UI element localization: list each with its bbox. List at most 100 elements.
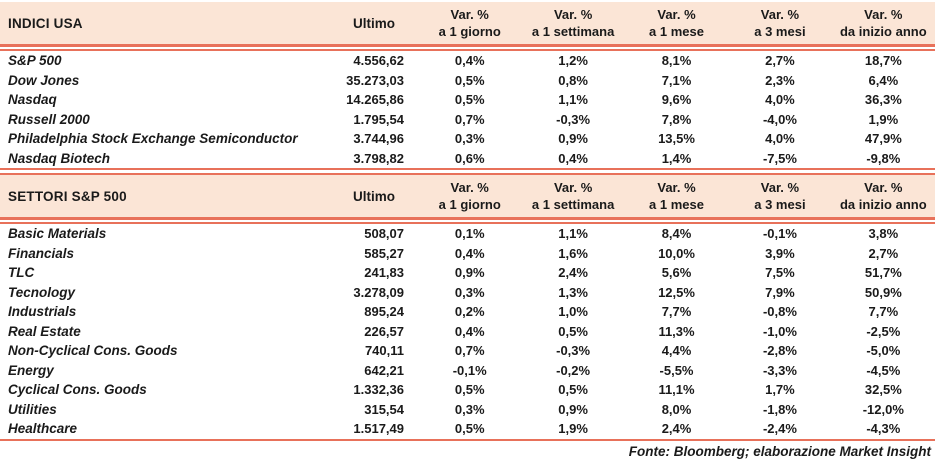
table-row: Cyclical Cons. Goods 1.332,36 0,5% 0,5% … [0, 380, 935, 400]
var-inizio-anno-value: -2,5% [866, 323, 901, 339]
var-1-settimana-value: 2,4% [558, 265, 588, 281]
index-name: Nasdaq Biotech [8, 150, 111, 166]
var-inizio-anno-value: 47,9% [864, 131, 902, 147]
col-header-var: Var. % a 1 settimana [521, 2, 624, 44]
ultimo-value: 3.278,09 [353, 284, 404, 300]
var-1-mese-value: -5,5% [659, 362, 694, 378]
var-1-giorno-value: 0,7% [454, 343, 485, 359]
col-header-var-line1: Var. % [657, 7, 696, 22]
var-inizio-anno-value: 36,3% [864, 92, 902, 108]
ultimo-value: 241,83 [364, 265, 404, 281]
var-inizio-anno-value: -5,0% [866, 343, 901, 359]
var-1-settimana-value: -0,3% [556, 343, 591, 359]
col-header-var-line1: Var. % [864, 180, 903, 195]
var-1-giorno-value: 0,7% [454, 111, 485, 127]
col-header-var-line2: a 1 mese [649, 197, 704, 212]
var-1-settimana-value: 1,0% [558, 304, 588, 320]
var-1-settimana-value: 1,6% [558, 245, 588, 261]
header-rule-thin [0, 222, 935, 224]
table-row: Russell 2000 1.795,54 0,7% -0,3% 7,8% -4… [0, 110, 935, 130]
var-1-giorno-value: 0,3% [454, 131, 485, 147]
var-1-mese-value: 8,4% [661, 226, 692, 242]
col-header-var-line1: Var. % [553, 180, 593, 195]
var-1-giorno-value: 0,6% [454, 150, 485, 166]
var-3-mesi-value: -3,3% [762, 362, 797, 378]
source-note: Fonte: Bloomberg; elaborazione Market In… [628, 443, 931, 459]
ultimo-value: 895,24 [364, 304, 404, 320]
sector-name: Non-Cyclical Cons. Goods [8, 343, 178, 359]
table-title-settori: SETTORI S&P 500 [8, 188, 127, 204]
ultimo-value: 1.795,54 [353, 111, 404, 127]
var-1-settimana-value: 1,3% [558, 284, 588, 300]
var-3-mesi-value: 7,5% [765, 265, 795, 281]
index-name: Nasdaq [8, 92, 57, 108]
var-inizio-anno-value: -4,5% [866, 362, 901, 378]
var-1-giorno-value: 0,9% [454, 265, 485, 281]
table-settori-rows: Basic Materials 508,07 0,1% 1,1% 8,4% -0… [0, 224, 935, 439]
var-3-mesi-value: 2,7% [765, 53, 795, 69]
var-1-giorno-value: 0,5% [454, 72, 485, 88]
sector-name: Financials [8, 245, 75, 261]
var-1-mese-value: 7,7% [661, 304, 692, 320]
var-1-mese-value: 5,6% [661, 265, 692, 281]
col-header-var-line2: a 3 mesi [754, 197, 806, 212]
table-indici-usa-rows: S&P 500 4.556,62 0,4% 1,2% 8,1% 2,7% 18,… [0, 51, 935, 168]
ultimo-value: 1.332,36 [353, 382, 404, 398]
col-header-var: Var. % a 1 settimana [521, 175, 624, 217]
header-rule-thick [0, 44, 935, 47]
col-header-var: Var. % a 1 giorno [418, 175, 521, 217]
col-header-var-line1: Var. % [657, 180, 696, 195]
var-3-mesi-value: -7,5% [762, 150, 797, 166]
ultimo-value: 740,11 [364, 343, 404, 359]
ultimo-value: 226,57 [364, 323, 404, 339]
col-header-var-line2: a 1 mese [649, 24, 704, 39]
var-inizio-anno-value: 51,7% [864, 265, 902, 281]
table-row: Industrials 895,24 0,2% 1,0% 7,7% -0,8% … [0, 302, 935, 322]
var-inizio-anno-value: 32,5% [864, 382, 902, 398]
index-name: Russell 2000 [8, 111, 90, 127]
var-3-mesi-value: 2,3% [765, 72, 795, 88]
var-inizio-anno-value: 1,9% [868, 111, 899, 127]
var-1-mese-value: 8,0% [661, 401, 692, 417]
var-1-giorno-value: 0,4% [454, 245, 485, 261]
col-header-ultimo: Ultimo [353, 15, 395, 31]
var-3-mesi-value: -0,8% [762, 304, 797, 320]
ultimo-value: 1.517,49 [353, 421, 404, 437]
var-inizio-anno-value: -9,8% [866, 150, 901, 166]
var-1-settimana-value: 1,9% [558, 421, 588, 437]
table-row: Financials 585,27 0,4% 1,6% 10,0% 3,9% 2… [0, 244, 935, 264]
var-3-mesi-value: -2,4% [762, 421, 797, 437]
var-1-giorno-value: 0,4% [454, 323, 485, 339]
table-indici-usa: INDICI USA Ultimo Var. % a 1 giorno Var.… [0, 2, 935, 170]
var-1-giorno-value: -0,1% [452, 362, 487, 378]
var-1-settimana-value: 1,1% [558, 226, 588, 242]
col-header-var-line2: a 1 settimana [531, 197, 615, 212]
var-1-giorno-value: 0,3% [454, 284, 485, 300]
var-1-mese-value: 12,5% [658, 284, 695, 300]
col-header-var: Var. % da inizio anno [832, 175, 935, 217]
sector-name: TLC [8, 265, 35, 281]
ultimo-value: 585,27 [364, 245, 404, 261]
var-1-giorno-value: 0,5% [454, 382, 485, 398]
table-row: Philadelphia Stock Exchange Semiconducto… [0, 129, 935, 149]
col-header-var-line2: a 3 mesi [754, 24, 806, 39]
var-3-mesi-value: -1,0% [762, 323, 797, 339]
col-header-var-line2: da inizio anno [839, 197, 927, 212]
var-3-mesi-value: -2,8% [762, 343, 797, 359]
var-1-settimana-value: -0,3% [556, 111, 591, 127]
col-header-var-line2: a 1 settimana [531, 24, 615, 39]
var-1-giorno-value: 0,5% [454, 421, 485, 437]
var-inizio-anno-value: 6,4% [868, 72, 899, 88]
var-1-mese-value: 11,3% [658, 323, 695, 339]
index-name: S&P 500 [8, 53, 62, 69]
table-top-rule [0, 173, 935, 175]
var-1-giorno-value: 0,3% [454, 401, 485, 417]
table-row: Utilities 315,54 0,3% 0,9% 8,0% -1,8% -1… [0, 400, 935, 420]
var-3-mesi-value: 7,9% [765, 284, 795, 300]
col-header-var-line2: a 1 giorno [438, 197, 501, 212]
var-1-giorno-value: 0,1% [454, 226, 485, 242]
index-name: Philadelphia Stock Exchange Semiconducto… [8, 131, 298, 147]
tables-gap [0, 170, 935, 173]
col-header-var-line1: Var. % [450, 180, 489, 195]
